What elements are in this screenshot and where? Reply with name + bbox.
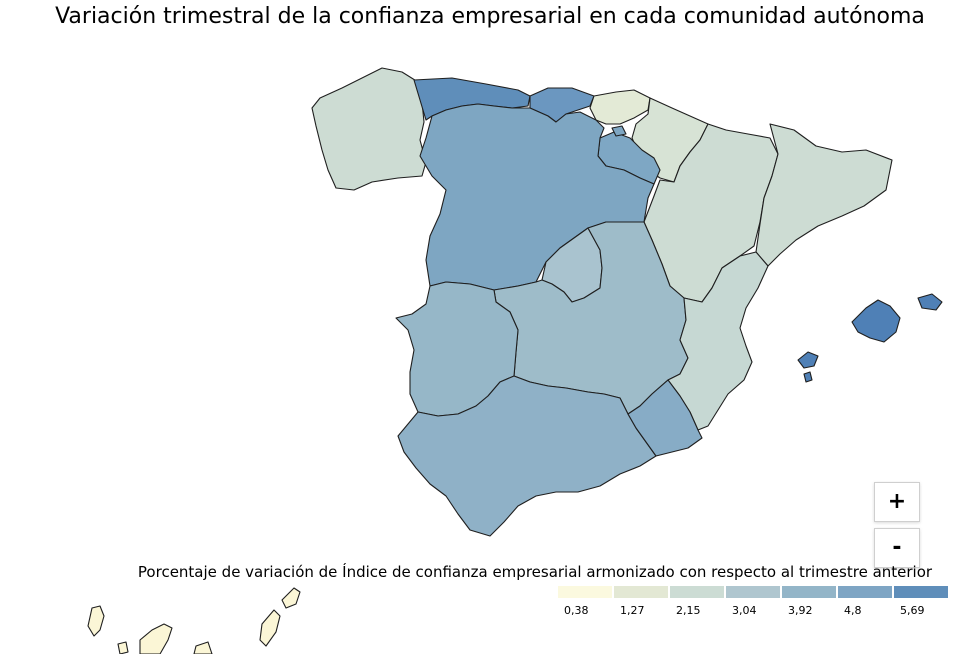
region-canarias-la-gomera[interactable] [117,641,129,654]
region-murcia[interactable] [627,379,703,457]
legend-label: 4,8 [844,604,862,617]
region-galicia[interactable] [311,67,427,191]
region-cataluna[interactable] [755,123,893,267]
legend-swatch [894,586,948,598]
region-canarias-la-palma[interactable] [87,605,105,637]
region-andalucia[interactable] [397,375,657,537]
legend-swatch [782,586,836,598]
legend-label: 2,15 [676,604,701,617]
zoom-in-button[interactable]: + [874,482,920,522]
legend-color-scale [558,586,950,600]
region-canarias-gran-canaria[interactable] [193,641,213,654]
legend-swatch [838,586,892,598]
legend-swatch [726,586,780,598]
region-pais-vasco[interactable] [589,89,651,125]
legend-swatch [558,586,612,598]
legend-label: 5,69 [900,604,925,617]
map-title: Variación trimestral de la confianza emp… [55,4,925,29]
legend-label: 3,92 [788,604,813,617]
region-baleares-ibiza[interactable] [797,351,819,369]
legend-title: Porcentaje de variación de Índice de con… [137,563,933,581]
region-baleares-formentera[interactable] [803,371,813,383]
region-canarias-lanzarote[interactable] [281,587,301,609]
legend-swatch [614,586,668,598]
legend-label: 0,38 [564,604,589,617]
zoom-out-button[interactable]: - [874,528,920,568]
legend-swatch [670,586,724,598]
legend-label: 3,04 [732,604,757,617]
region-canarias-fuerteventura[interactable] [259,609,281,647]
region-trevino[interactable] [611,125,627,137]
region-baleares-menorca[interactable] [917,293,943,311]
region-baleares-mallorca[interactable] [851,299,901,343]
region-canarias-tenerife[interactable] [139,623,173,654]
legend-labels: 0,38 1,27 2,15 3,04 3,92 4,8 5,69 [558,604,950,617]
legend-label: 1,27 [620,604,645,617]
